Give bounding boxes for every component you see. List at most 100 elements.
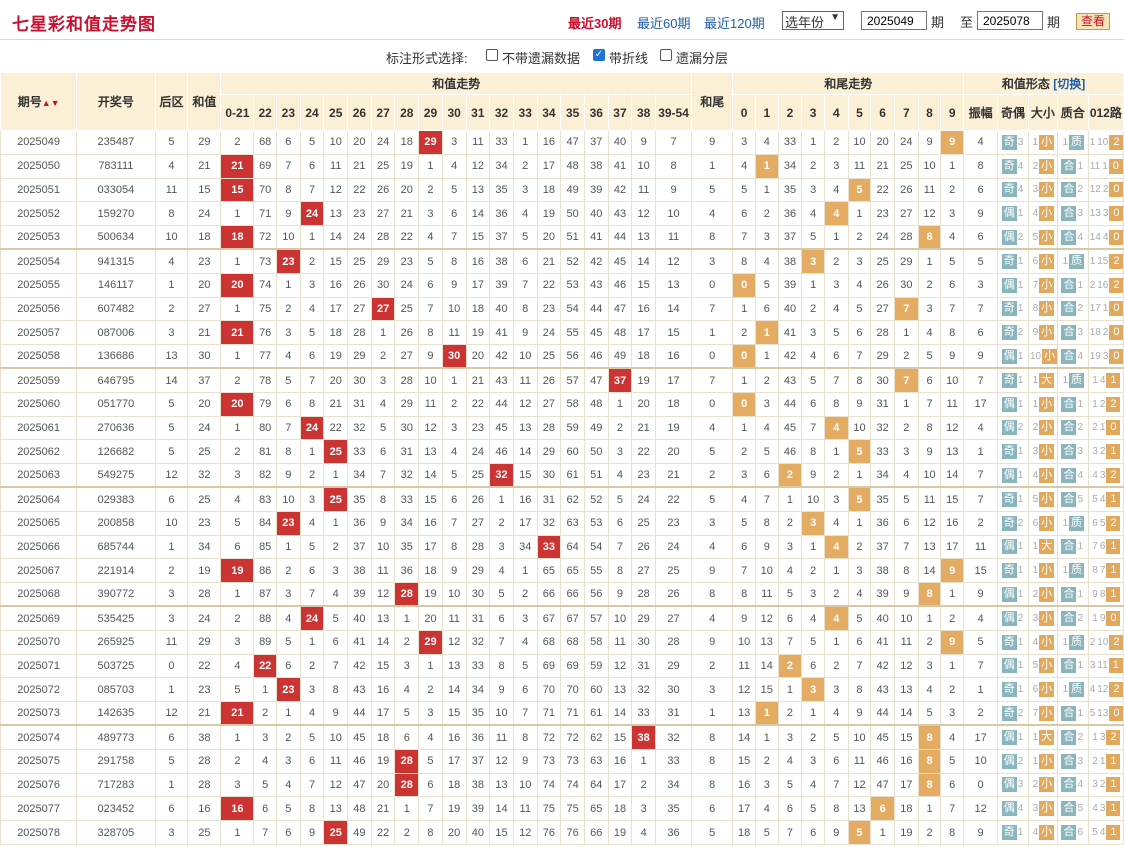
prime-composite-badge: 合 <box>1061 206 1077 222</box>
tail-omit-cell: 3 <box>823 677 849 703</box>
tail-omit-cell: 41 <box>870 629 895 655</box>
sum-omit-cell: 3 <box>276 320 301 346</box>
switch-link[interactable]: [切换] <box>1053 77 1086 91</box>
tail-omit-cell: 21 <box>870 153 895 179</box>
route-omit: 5 <box>1089 707 1096 719</box>
sum-omit-cell: 25 <box>347 248 372 274</box>
tail-cell: 8 <box>691 724 734 750</box>
tail-hit-ball: 2 <box>777 463 803 488</box>
odd-even-omit: 1 <box>1017 732 1024 744</box>
option-checkbox-line[interactable]: ✓ <box>593 49 605 61</box>
view-button[interactable]: 查看 <box>1076 13 1110 30</box>
tail-omit-cell: 2 <box>777 701 803 726</box>
sum-omit-cell: 6 <box>299 344 325 369</box>
tail-omit-cell: 38 <box>777 248 803 274</box>
sum-omit-cell: 8 <box>276 439 301 465</box>
big-small-badge: 小 <box>1039 206 1055 222</box>
recent-30-link[interactable]: 最近30期 <box>568 16 622 31</box>
sum-omit-cell: 12 <box>489 748 514 774</box>
sum-omit-cell: 74 <box>253 272 278 298</box>
sum-omit-cell: 35 <box>347 486 372 512</box>
top-bar: 七星彩和值走势图 最近30期 最近60期 最近120期 选年份▼ 期 至 期 查… <box>0 0 1124 40</box>
recent-60-link[interactable]: 最近60期 <box>637 16 691 31</box>
sum-omit-cell: 17 <box>370 701 396 726</box>
tail-omit-cell: 7 <box>777 629 803 655</box>
tail-omit-cell: 12 <box>847 772 872 798</box>
sum-omit-cell: 35 <box>489 177 514 203</box>
tail-omit-cell: 7 <box>777 820 803 845</box>
amplitude-cell: 11 <box>963 534 999 560</box>
odd-even-badge: 奇 <box>1001 492 1017 508</box>
sum-omit-cell: 40 <box>583 201 609 227</box>
sum-omit-cell: 16 <box>418 510 443 536</box>
tail-omit-cell: 5 <box>754 820 779 845</box>
to-issue-input[interactable] <box>977 11 1043 30</box>
tail-omit-cell: 1 <box>823 225 849 250</box>
odd-even-omit: 2 <box>1017 422 1024 434</box>
tail-omit-cell: 39 <box>870 582 895 607</box>
tail-omit-cell: 8 <box>917 415 942 441</box>
sum-cell: 23 <box>187 510 222 536</box>
year-select[interactable]: 选年份 ▼ <box>782 11 844 30</box>
tail-omit-cell: 12 <box>893 653 919 679</box>
sum-omit-cell: 72 <box>536 724 562 750</box>
big-small-omit: 2 <box>1032 422 1039 434</box>
sum-omit-cell: 7 <box>276 153 301 179</box>
tail-omit-cell: 4 <box>777 748 803 774</box>
sum-omit-cell: 25 <box>631 510 657 536</box>
back-cell: 6 <box>154 796 189 822</box>
tail-header: 和尾 <box>691 72 734 131</box>
draw-cell: 142635 <box>76 701 156 726</box>
sort-icon[interactable]: ▲▼ <box>41 98 60 108</box>
big-small-badge: 小 <box>1039 563 1055 579</box>
draw-cell: 051770 <box>76 391 156 417</box>
tail-omit-cell: 3 <box>777 724 803 750</box>
tail-omit-cell: 12 <box>940 415 965 441</box>
sum-omit-cell: 73 <box>560 748 585 774</box>
route-omit: 2 <box>1092 422 1098 434</box>
back-cell: 2 <box>154 296 189 322</box>
tail-cell: 2 <box>691 463 734 488</box>
recent-120-link[interactable]: 最近120期 <box>704 16 765 31</box>
sum-omit-cell: 13 <box>323 201 349 227</box>
sum-omit-cell: 28 <box>347 320 372 346</box>
option-checkbox-layer[interactable] <box>660 49 672 61</box>
tail-cell: 1 <box>691 153 734 179</box>
from-issue-input[interactable] <box>861 11 927 30</box>
route-omit: 13 <box>1097 707 1109 719</box>
big-small-omit: 3 <box>1032 803 1039 815</box>
tail-omit-cell: 40 <box>777 296 803 322</box>
sum-cell: 19 <box>187 558 222 584</box>
tail-omit-cell: 14 <box>732 724 756 750</box>
sum-hit-ball: 16 <box>220 796 255 822</box>
sum-omit-cell: 49 <box>607 344 633 369</box>
option-checkbox-no-omit[interactable] <box>486 49 498 61</box>
odd-even-omit: 1 <box>1017 588 1024 600</box>
amplitude-cell: 0 <box>963 772 999 798</box>
sum-omit-cell: 1 <box>276 272 301 298</box>
sum-omit-cell: 15 <box>655 320 693 346</box>
prime-composite-omit: 3 <box>1077 446 1084 458</box>
issue-header[interactable]: 期号▲▼ <box>0 72 78 131</box>
sum-omit-cell: 86 <box>253 558 278 584</box>
sum-omit-cell: 5 <box>253 772 278 798</box>
sum-omit-cell: 30 <box>536 463 562 488</box>
sum-omit-cell: 13 <box>323 796 349 822</box>
tail-omit-cell: 1 <box>732 415 756 441</box>
sum-omit-cell: 45 <box>489 415 514 441</box>
sum-omit-cell: 49 <box>583 415 609 441</box>
sum-omit-cell: 24 <box>370 130 396 155</box>
sum-omit-cell: 32 <box>465 629 491 655</box>
draw-cell: 607482 <box>76 296 156 322</box>
sum-omit-cell: 38 <box>347 558 372 584</box>
tail-omit-cell: 34 <box>870 463 895 488</box>
sum-omit-cell: 14 <box>489 796 514 822</box>
big-small-omit: 1 <box>1032 136 1039 148</box>
odd-even-badge: 奇 <box>1001 444 1017 460</box>
sum-omit-cell: 14 <box>465 201 491 227</box>
sum-omit-cell: 36 <box>489 201 514 227</box>
amplitude-cell: 1 <box>963 439 999 465</box>
sum-omit-cell: 8 <box>489 653 514 679</box>
